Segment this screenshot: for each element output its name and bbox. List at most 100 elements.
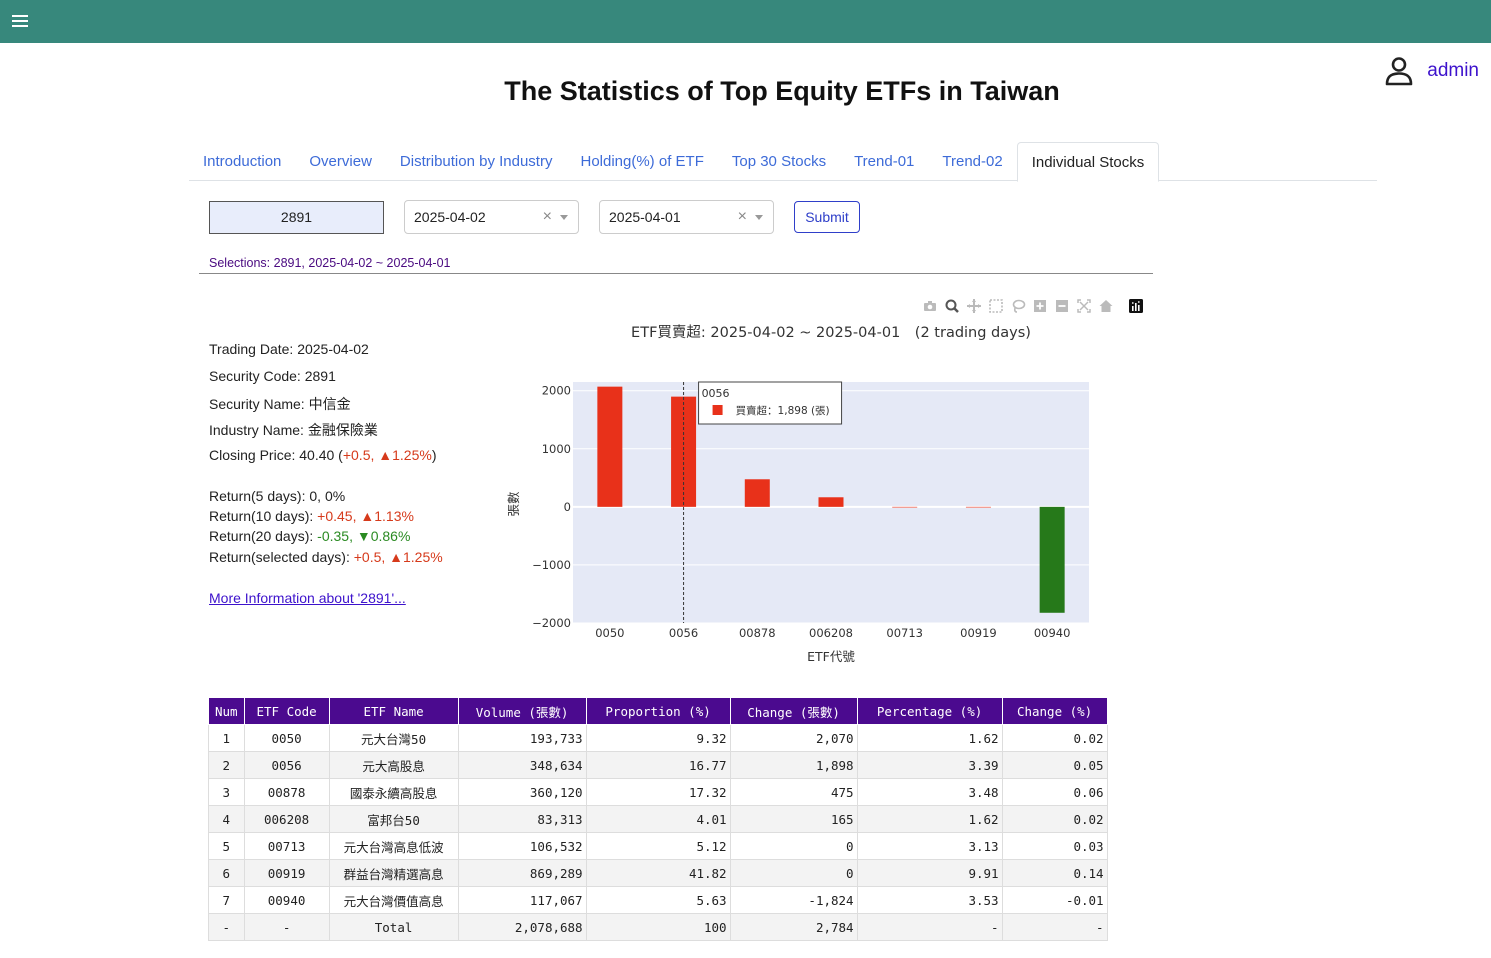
table-cell: 2,070	[729, 724, 858, 752]
user-icon[interactable]	[1385, 56, 1413, 86]
table-row: 1 0050 元大台灣50 193,733 9.32 2,070 1.62 0.02	[208, 724, 1108, 752]
table-cell: 1	[208, 724, 245, 752]
table-cell: -1,824	[729, 886, 858, 914]
tab-trend-01[interactable]: Trend-01	[854, 153, 915, 170]
closing-price-label: Closing Price: 40.40 (	[209, 447, 343, 463]
table-row: - - Total 2,078,688 100 2,784- -	[208, 913, 1108, 941]
user-name[interactable]: admin	[1427, 60, 1479, 81]
table-cell: 006208	[243, 805, 330, 833]
table-cell: 國泰永續高股息	[328, 778, 459, 806]
security-name: Security Name: 中信金	[209, 396, 351, 412]
tab-individual-stocks[interactable]: Individual Stocks	[1016, 142, 1160, 182]
table-cell: 360,120	[457, 778, 587, 806]
tab-introduction[interactable]: Introduction	[203, 153, 282, 170]
table-cell: 元大台灣高息低波	[328, 832, 459, 860]
table-cell: 2,078,688	[457, 913, 587, 941]
lasso-icon[interactable]	[1010, 298, 1026, 314]
table-row: 4 006208 富邦台50 83,313 4.01 165 1.62 0.02	[208, 805, 1108, 833]
tab-trend-02[interactable]: Trend-02	[942, 153, 1003, 170]
zoom-in-icon[interactable]	[1032, 298, 1048, 314]
return-label: Return(20 days):	[209, 528, 318, 544]
chevron-down-icon[interactable]	[755, 215, 763, 220]
end-date-value: 2025-04-01	[609, 209, 681, 225]
return-selected-days: Return(selected days): +0.5, ▲1.25%	[209, 549, 443, 565]
table-cell: 00919	[243, 859, 330, 887]
chart-title: ETF買賣超: 2025-04-02 ~ 2025-04-01 (2 tradi…	[631, 324, 1031, 341]
tooltip-category: 0056	[702, 387, 730, 400]
return-5-days: Return(5 days): 0, 0%	[209, 488, 345, 504]
column-header[interactable]: Proportion (%)	[585, 697, 731, 725]
bar-006208[interactable]	[818, 497, 844, 507]
table-cell: -	[856, 913, 1003, 941]
user-menu[interactable]: admin	[1385, 56, 1479, 86]
column-header[interactable]: ETF Code	[243, 697, 330, 725]
autoscale-icon[interactable]	[1076, 298, 1092, 314]
table-cell: 00713	[243, 832, 330, 860]
column-header[interactable]: Num	[208, 697, 245, 725]
bar-00713[interactable]	[892, 506, 918, 508]
table-cell: 117,067	[457, 886, 587, 914]
table-cell: 83,313	[457, 805, 587, 833]
table-row: 5 00713 元大台灣高息低波 106,532 5.12 0 3.13 0.03	[208, 832, 1108, 860]
table-cell: 00940	[243, 886, 330, 914]
submit-button[interactable]: Submit	[794, 201, 860, 233]
closing-price-change: +0.5, ▲1.25%	[342, 447, 432, 463]
table-cell: 3.39	[856, 751, 1003, 779]
tab-overview[interactable]: Overview	[309, 153, 372, 170]
table-cell: 869,289	[457, 859, 587, 887]
reset-axes-icon[interactable]	[1098, 298, 1114, 314]
tab-holding-of-etf[interactable]: Holding(%) of ETF	[580, 153, 704, 170]
bar-0050[interactable]	[597, 386, 623, 507]
plotly-logo-icon[interactable]	[1128, 298, 1144, 314]
table-cell: -	[243, 913, 330, 941]
x-tick-label: 00713	[886, 626, 923, 640]
column-header[interactable]: Change (%)	[1001, 697, 1108, 725]
table-row: 6 00919 群益台灣精選高息 869,289 41.82 0 9.91 0.14	[208, 859, 1108, 887]
clear-icon[interactable]: ×	[542, 208, 552, 225]
return-value: +0.5, ▲1.25%	[353, 549, 443, 565]
table-cell: 1.62	[856, 724, 1003, 752]
hamburger-icon[interactable]	[12, 12, 28, 30]
table-cell: 00878	[243, 778, 330, 806]
table-cell: 9.32	[585, 724, 731, 752]
pan-icon[interactable]	[966, 298, 982, 314]
end-date-select[interactable]: 2025-04-01 ×	[599, 200, 774, 234]
zoom-out-icon[interactable]	[1054, 298, 1070, 314]
bar-00940[interactable]	[1039, 506, 1065, 613]
chevron-down-icon[interactable]	[560, 215, 568, 220]
table-cell: 3	[208, 778, 245, 806]
table-cell: 3.13	[856, 832, 1003, 860]
camera-icon[interactable]	[922, 298, 938, 314]
column-header[interactable]: Change (張數)	[729, 697, 858, 725]
y-tick-label: 0	[564, 500, 571, 514]
column-header[interactable]: Percentage (%)	[856, 697, 1003, 725]
y-tick-label: −1000	[532, 558, 571, 572]
security-code-input[interactable]: 2891	[209, 201, 384, 234]
security-code: Security Code: 2891	[209, 368, 336, 384]
table-cell: 1.62	[856, 805, 1003, 833]
zoom-icon[interactable]	[944, 298, 960, 314]
table-cell: Total	[328, 913, 459, 941]
box-select-icon[interactable]	[988, 298, 1004, 314]
table-cell: 6	[208, 859, 245, 887]
table-cell: 106,532	[457, 832, 587, 860]
table-cell: 193,733	[457, 724, 587, 752]
tab-distribution-by-industry[interactable]: Distribution by Industry	[399, 153, 553, 170]
etf-net-buy-sell-chart[interactable]: −2000 −1000 0 1000 2000 0050 0056 00878 006208 0…	[500, 318, 1110, 668]
bar-00878[interactable]	[744, 479, 770, 507]
column-header[interactable]: ETF Name	[328, 697, 459, 725]
clear-icon[interactable]: ×	[737, 208, 747, 225]
start-date-select[interactable]: 2025-04-02 ×	[404, 200, 579, 234]
table-cell: 0	[729, 832, 858, 860]
more-information-link[interactable]: More Information about '2891'...	[209, 590, 406, 606]
table-cell: 4.01	[585, 805, 731, 833]
return-value: 0, 0%	[309, 488, 346, 504]
table-cell: 0.02	[1001, 805, 1108, 833]
table-cell: 元大高股息	[328, 751, 459, 779]
return-value: -0.35, ▼0.86%	[317, 528, 411, 544]
table-cell: 元大台灣價值高息	[328, 886, 459, 914]
tab-top-30-stocks[interactable]: Top 30 Stocks	[731, 153, 827, 170]
bar-00919[interactable]	[965, 506, 991, 508]
table-row: 7 00940 元大台灣價值高息 117,067 5.63 -1,824 3.53 -0.01	[208, 886, 1108, 914]
column-header[interactable]: Volume (張數)	[457, 697, 587, 725]
